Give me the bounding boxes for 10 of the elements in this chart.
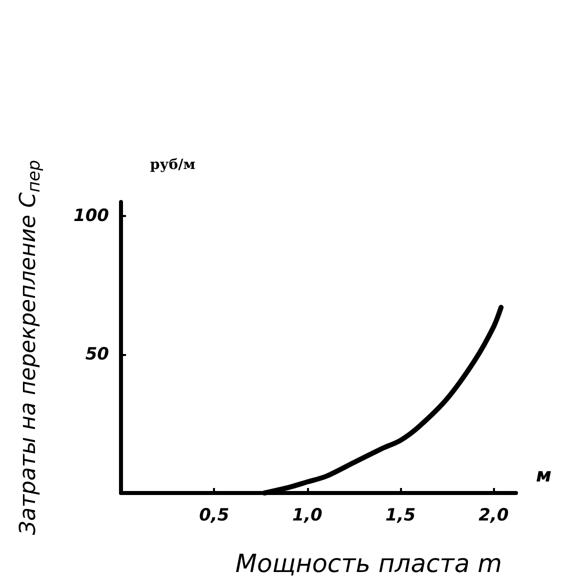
x-tick-label: 2,0 — [478, 506, 509, 526]
y-tick-label: 100 — [74, 206, 110, 226]
y-axis-title: Затраты на перекрепление Cпер — [16, 160, 44, 536]
x-tick-label: 1,5 — [385, 506, 416, 526]
text: м — [536, 464, 552, 486]
x-tick-label: 1,0 — [292, 506, 323, 526]
x-tick-label: 0,5 — [199, 506, 230, 526]
x-axis-title: Мощность пласта m — [235, 549, 502, 578]
text: руб/м — [150, 157, 196, 173]
y-tick-label: 50 — [85, 344, 110, 364]
